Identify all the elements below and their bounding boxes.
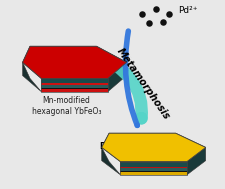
Polygon shape <box>101 133 205 162</box>
Text: Metamorphosis: Metamorphosis <box>115 46 171 122</box>
Polygon shape <box>22 46 126 78</box>
Polygon shape <box>41 85 107 88</box>
Point <box>160 20 164 23</box>
Polygon shape <box>96 62 126 92</box>
Polygon shape <box>120 171 186 172</box>
Polygon shape <box>22 46 126 78</box>
Polygon shape <box>101 147 120 175</box>
Polygon shape <box>120 167 186 168</box>
FancyArrowPatch shape <box>125 31 137 125</box>
Point <box>167 13 171 16</box>
Polygon shape <box>120 172 186 175</box>
Point <box>147 21 150 24</box>
Text: Amorphous MnOₓ: Amorphous MnOₓ <box>25 57 108 66</box>
Text: Pd-promoted MnOₓ: Pd-promoted MnOₓ <box>99 142 191 151</box>
Polygon shape <box>120 168 186 171</box>
Polygon shape <box>101 133 205 162</box>
Polygon shape <box>22 62 41 92</box>
Point <box>153 7 157 10</box>
Point <box>140 13 144 16</box>
Polygon shape <box>120 162 186 167</box>
Text: Pd²⁺: Pd²⁺ <box>178 6 197 15</box>
Polygon shape <box>41 88 107 89</box>
Text: Mn-modified
hexagonal YbFeO₃: Mn-modified hexagonal YbFeO₃ <box>32 96 101 116</box>
FancyArrowPatch shape <box>93 54 141 118</box>
Polygon shape <box>41 78 107 84</box>
Polygon shape <box>175 147 205 175</box>
Polygon shape <box>41 89 107 92</box>
Polygon shape <box>41 84 107 85</box>
